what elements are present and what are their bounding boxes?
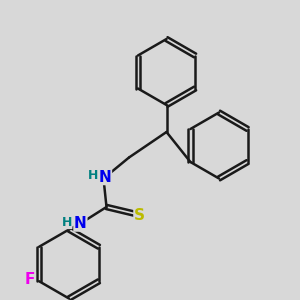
Text: N: N (74, 216, 87, 231)
Text: H: H (61, 215, 72, 229)
Text: F: F (25, 272, 35, 287)
Text: H: H (88, 169, 98, 182)
Text: S: S (134, 208, 145, 224)
Text: N: N (99, 169, 111, 184)
